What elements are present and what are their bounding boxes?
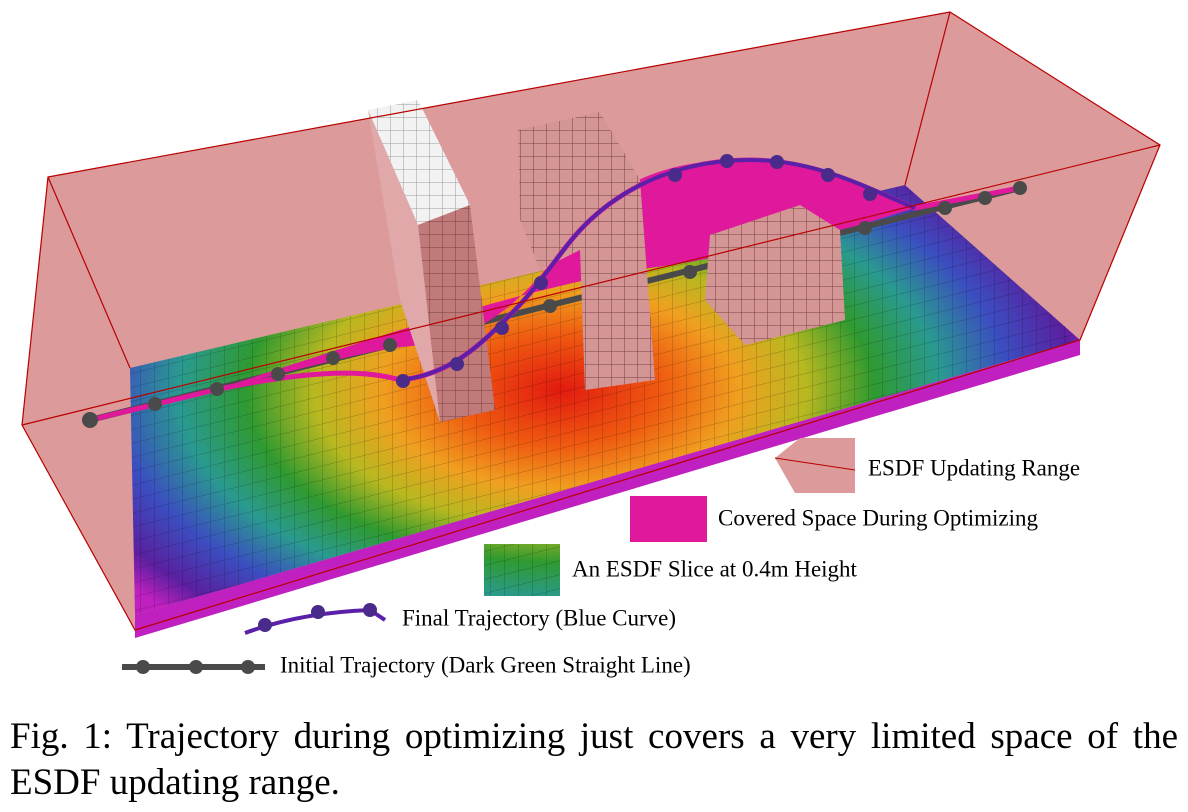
obstacles: [368, 100, 845, 422]
esdf-range-edges: [21, 11, 1161, 631]
legend-label: ESDF Updating Range: [868, 455, 1080, 480]
legend-icons: [122, 438, 856, 674]
figure-caption: Fig. 1: Trajectory during optimizing jus…: [10, 716, 1178, 803]
legend-label: An ESDF Slice at 0.4m Height: [572, 556, 858, 581]
covered-space: [215, 160, 915, 390]
legend-label: Final Trajectory (Blue Curve): [402, 605, 676, 630]
legend-label: Initial Trajectory (Dark Green Straight …: [280, 652, 691, 677]
figure-illustration: ESDF Updating Range Covered Space During…: [21, 11, 1161, 677]
final-trajectory: [82, 154, 1027, 428]
esdf-slice-side: [135, 340, 1080, 638]
legend-label: Covered Space During Optimizing: [718, 505, 1039, 530]
